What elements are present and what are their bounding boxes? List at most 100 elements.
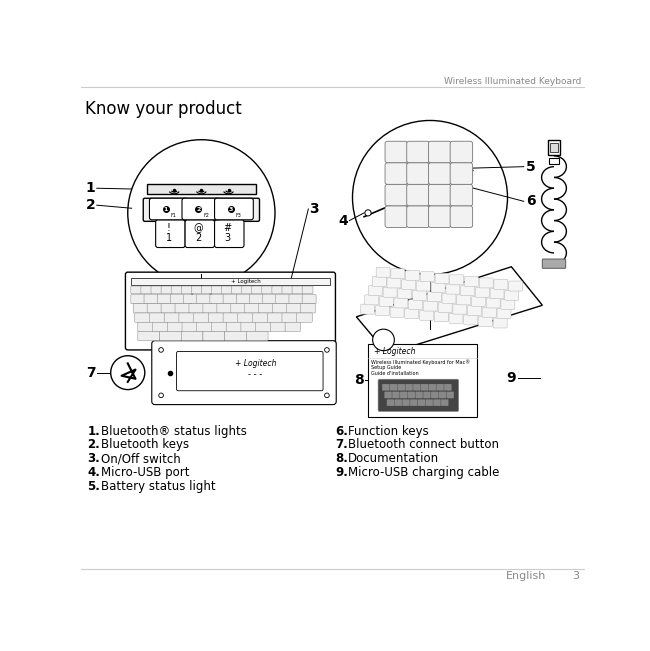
FancyBboxPatch shape	[385, 206, 408, 227]
FancyBboxPatch shape	[152, 340, 336, 405]
FancyBboxPatch shape	[203, 331, 225, 340]
FancyBboxPatch shape	[400, 392, 407, 398]
FancyBboxPatch shape	[263, 294, 276, 304]
Circle shape	[352, 120, 508, 275]
Text: Wireless Illuminated Keyboard: Wireless Illuminated Keyboard	[444, 77, 581, 86]
FancyBboxPatch shape	[225, 331, 246, 340]
Circle shape	[324, 348, 330, 352]
Text: 1: 1	[166, 232, 172, 243]
FancyBboxPatch shape	[413, 384, 421, 391]
FancyBboxPatch shape	[423, 392, 430, 398]
Text: 3: 3	[225, 232, 231, 243]
Text: - - -: - - -	[248, 370, 263, 379]
Text: 5: 5	[526, 159, 536, 174]
FancyBboxPatch shape	[387, 400, 394, 406]
FancyBboxPatch shape	[378, 379, 459, 411]
FancyBboxPatch shape	[441, 400, 448, 406]
Text: F1: F1	[170, 213, 176, 217]
FancyBboxPatch shape	[203, 304, 218, 313]
FancyBboxPatch shape	[467, 306, 482, 316]
Text: 3.: 3.	[88, 452, 100, 465]
FancyBboxPatch shape	[376, 267, 390, 277]
FancyBboxPatch shape	[490, 288, 504, 299]
FancyBboxPatch shape	[385, 141, 408, 163]
FancyBboxPatch shape	[421, 271, 434, 282]
FancyBboxPatch shape	[423, 301, 437, 311]
FancyBboxPatch shape	[497, 309, 511, 319]
FancyBboxPatch shape	[210, 294, 224, 304]
FancyBboxPatch shape	[385, 184, 408, 206]
Text: Bluetooth keys: Bluetooth keys	[101, 439, 188, 452]
FancyBboxPatch shape	[276, 294, 290, 304]
FancyBboxPatch shape	[450, 184, 473, 206]
FancyBboxPatch shape	[231, 286, 242, 294]
Text: 3: 3	[229, 206, 233, 212]
Text: F3: F3	[236, 213, 242, 217]
FancyBboxPatch shape	[183, 294, 198, 304]
FancyBboxPatch shape	[398, 384, 405, 391]
FancyBboxPatch shape	[509, 281, 523, 291]
FancyBboxPatch shape	[493, 318, 507, 328]
FancyBboxPatch shape	[457, 295, 471, 305]
FancyBboxPatch shape	[150, 313, 165, 322]
Text: 1.: 1.	[88, 424, 100, 437]
FancyBboxPatch shape	[252, 313, 268, 322]
FancyBboxPatch shape	[479, 278, 493, 288]
FancyBboxPatch shape	[262, 286, 273, 294]
Text: + Logitech: + Logitech	[231, 279, 261, 284]
FancyBboxPatch shape	[135, 313, 150, 322]
FancyBboxPatch shape	[431, 392, 438, 398]
FancyBboxPatch shape	[181, 286, 192, 294]
FancyBboxPatch shape	[449, 313, 463, 324]
FancyBboxPatch shape	[434, 312, 448, 322]
FancyBboxPatch shape	[549, 158, 558, 164]
FancyBboxPatch shape	[197, 322, 212, 331]
FancyBboxPatch shape	[471, 296, 486, 307]
FancyBboxPatch shape	[453, 304, 467, 314]
Text: Micro-USB charging cable: Micro-USB charging cable	[348, 466, 499, 479]
Text: 2.: 2.	[88, 439, 100, 452]
FancyBboxPatch shape	[222, 286, 233, 294]
FancyBboxPatch shape	[413, 290, 426, 300]
FancyBboxPatch shape	[125, 272, 335, 350]
Text: Micro-USB port: Micro-USB port	[101, 466, 189, 479]
FancyBboxPatch shape	[390, 384, 397, 391]
FancyBboxPatch shape	[157, 294, 171, 304]
Text: 3: 3	[309, 202, 318, 216]
FancyBboxPatch shape	[463, 315, 478, 325]
FancyBboxPatch shape	[450, 163, 473, 184]
FancyBboxPatch shape	[151, 286, 162, 294]
FancyBboxPatch shape	[155, 220, 185, 247]
FancyBboxPatch shape	[138, 322, 153, 331]
FancyBboxPatch shape	[255, 322, 271, 331]
FancyBboxPatch shape	[421, 384, 428, 391]
FancyBboxPatch shape	[434, 400, 441, 406]
Text: On/Off switch: On/Off switch	[101, 452, 181, 465]
FancyBboxPatch shape	[246, 331, 268, 340]
FancyBboxPatch shape	[223, 294, 237, 304]
FancyBboxPatch shape	[202, 286, 212, 294]
FancyBboxPatch shape	[442, 294, 456, 303]
FancyBboxPatch shape	[252, 286, 263, 294]
FancyBboxPatch shape	[439, 392, 446, 398]
FancyBboxPatch shape	[259, 304, 274, 313]
FancyBboxPatch shape	[143, 199, 259, 221]
FancyBboxPatch shape	[406, 384, 413, 391]
FancyBboxPatch shape	[175, 304, 190, 313]
FancyBboxPatch shape	[231, 304, 246, 313]
FancyBboxPatch shape	[435, 273, 449, 283]
FancyBboxPatch shape	[415, 392, 423, 398]
Text: 8: 8	[354, 373, 363, 387]
Text: 9: 9	[506, 372, 516, 385]
FancyBboxPatch shape	[385, 392, 392, 398]
FancyBboxPatch shape	[379, 296, 393, 307]
FancyBboxPatch shape	[427, 292, 441, 302]
Text: 2: 2	[86, 198, 96, 212]
FancyBboxPatch shape	[181, 331, 203, 340]
FancyBboxPatch shape	[478, 316, 493, 326]
FancyBboxPatch shape	[250, 294, 263, 304]
FancyBboxPatch shape	[131, 277, 330, 285]
Text: Guide d'installation: Guide d'installation	[371, 370, 419, 376]
Circle shape	[372, 329, 395, 351]
FancyBboxPatch shape	[150, 199, 188, 220]
